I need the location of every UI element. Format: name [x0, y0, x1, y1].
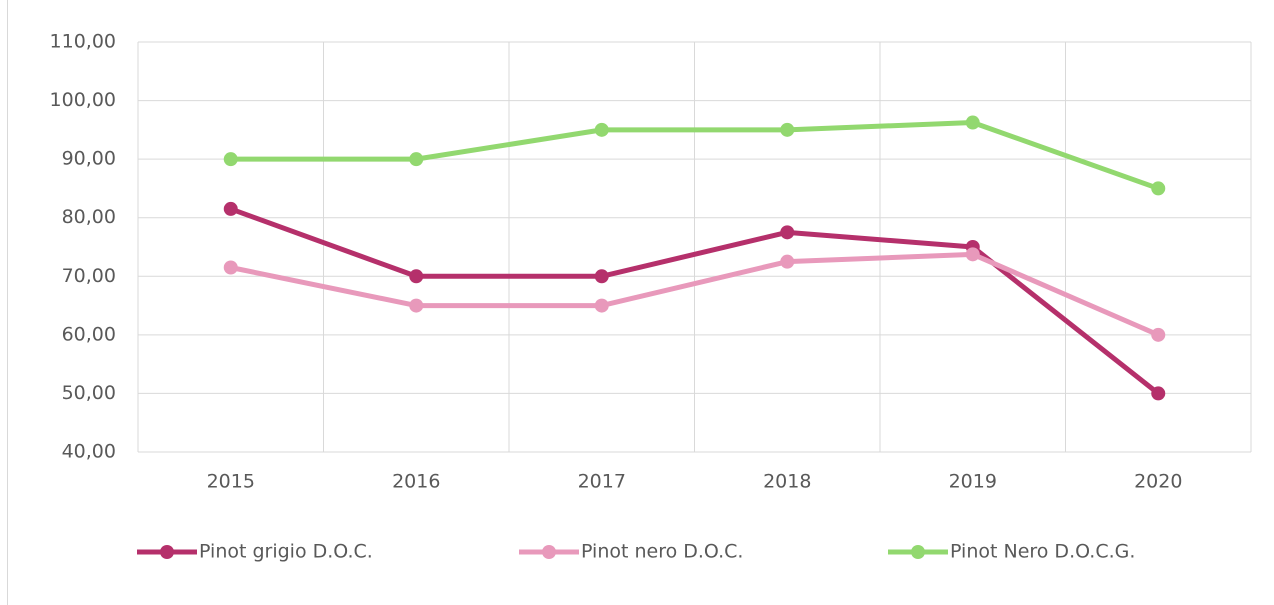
legend-marker: [160, 545, 174, 559]
series-marker: [409, 298, 424, 313]
x-tick-label: 2015: [207, 471, 255, 493]
series-line: [230, 120, 1160, 191]
series-marker: [594, 298, 609, 313]
legend-marker: [542, 545, 556, 559]
chart-border: [7, 0, 8, 605]
y-tick-label: 110,00: [50, 31, 116, 53]
y-tick-label: 80,00: [62, 206, 116, 228]
legend-label: Pinot grigio D.O.C.: [199, 541, 373, 563]
series-marker: [780, 254, 795, 269]
y-tick-label: 100,00: [50, 89, 116, 111]
series-marker: [594, 122, 609, 137]
y-tick-label: 40,00: [62, 441, 116, 463]
x-tick-label: 2020: [1134, 471, 1182, 493]
series-marker: [223, 152, 238, 167]
series-marker: [223, 260, 238, 275]
series-marker: [1151, 327, 1166, 342]
series-marker: [409, 152, 424, 167]
y-tick-label: 90,00: [62, 148, 116, 170]
series-marker: [965, 247, 980, 262]
legend-label: Pinot nero D.O.C.: [581, 541, 743, 563]
series-marker: [594, 269, 609, 284]
y-tick-label: 50,00: [62, 382, 116, 404]
series-marker: [780, 225, 795, 240]
y-tick-label: 70,00: [62, 265, 116, 287]
x-tick-label: 2019: [949, 471, 997, 493]
series-marker: [1151, 181, 1166, 196]
x-tick-label: 2016: [392, 471, 440, 493]
series-marker: [965, 115, 980, 130]
series-marker: [223, 201, 238, 216]
x-tick-label: 2017: [578, 471, 626, 493]
series-line: [229, 206, 1160, 396]
series-marker: [1151, 386, 1166, 401]
series-line: [230, 251, 1160, 338]
series-marker: [780, 122, 795, 137]
series-marker: [409, 269, 424, 284]
legend-label: Pinot Nero D.O.C.G.: [950, 541, 1135, 563]
legend-marker: [911, 545, 925, 559]
x-tick-label: 2018: [763, 471, 811, 493]
y-tick-label: 60,00: [62, 323, 116, 345]
